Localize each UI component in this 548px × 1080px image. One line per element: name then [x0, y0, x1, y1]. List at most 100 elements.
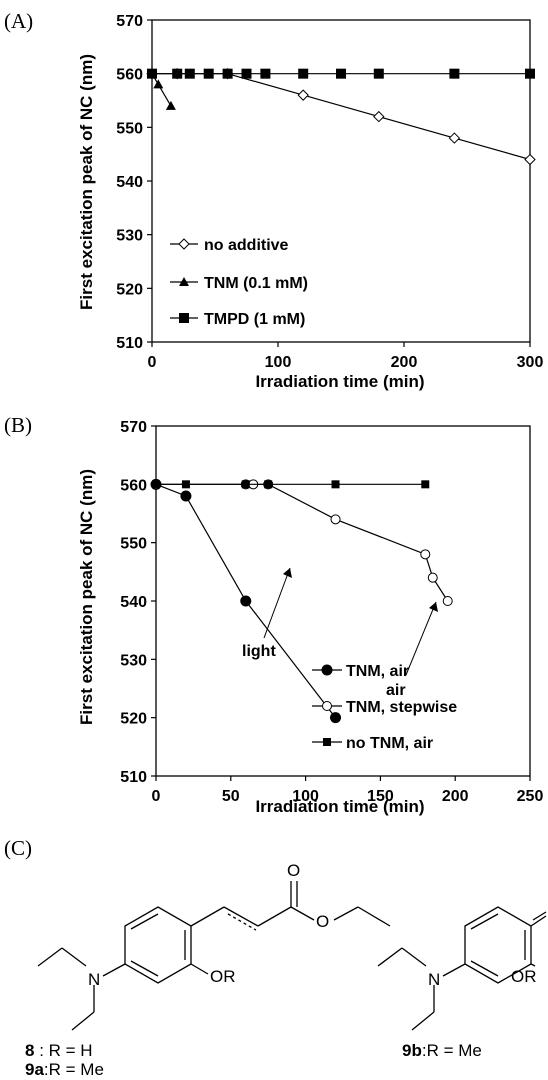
annotation-light-arrow: [263, 567, 291, 639]
ethoxy-bond-2: [357, 906, 391, 927]
legend-a: no additive TNM (0.1 mM) TMPD (1 mM): [170, 237, 308, 328]
series-group-a: [146, 67, 536, 166]
data-point-tmpd-1-mm: [525, 68, 535, 79]
data-point-tmpd-1-mm: [147, 68, 157, 79]
compound-number-9b: 9b: [402, 1041, 422, 1060]
ring-double-bond-3: [130, 960, 159, 977]
y-tick-label-a: 570: [116, 13, 143, 30]
data-point-no-tnm-air: [181, 480, 190, 489]
data-point-no-tnm-air: [264, 480, 273, 489]
x-tick-label-b: 250: [517, 788, 544, 805]
data-point-no-additive: [373, 110, 385, 123]
y-tick-label-b: 530: [120, 652, 147, 669]
data-point-tnm-stepwise: [330, 514, 341, 525]
y-axis-title-a: First excitation peak of NC (nm): [77, 54, 96, 310]
atom-or-right: OR: [511, 967, 537, 986]
y-tick-label-b: 560: [120, 477, 147, 494]
data-point-tnm-stepwise: [420, 549, 431, 560]
ring-right-double-3: [470, 960, 499, 977]
structure-8-9a: [37, 881, 391, 1031]
legend-marker-tmpd: [179, 313, 189, 323]
legend-item-no-additive: no additive: [170, 237, 289, 254]
series-line-tnm-air: [155, 483, 336, 719]
y-tick-label-b: 570: [120, 419, 147, 436]
x-tick-label-b: 0: [152, 788, 161, 805]
x-tick-label-b: 50: [222, 788, 240, 805]
data-point-no-tnm-air: [421, 480, 430, 489]
ethoxy-bond-1: [333, 906, 359, 921]
data-point-tmpd-1-mm: [184, 68, 195, 79]
y-tick-label-b: 520: [120, 711, 147, 728]
legend-marker-no-additive: [178, 238, 190, 250]
data-point-no-tnm-air: [152, 480, 160, 489]
compound-label-8: 8 : R = H: [25, 1041, 93, 1060]
chart-panel-a: (A) First excitation peak of NC (nm) Irr…: [4, 9, 543, 391]
ethyl-1b: [37, 947, 63, 967]
data-point-tnm-0-1-mm: [165, 100, 176, 110]
annotation-air-arrow: [405, 601, 437, 676]
panel-label-c: (C): [4, 836, 32, 860]
vinyl-right-1: [530, 915, 547, 927]
data-point-tmpd-1-mm: [336, 68, 346, 79]
data-point-tmpd-1-mm: [260, 68, 271, 79]
structure-9b: [377, 906, 547, 1031]
structures-panel-c: (C) O O N OR 8 : R = H 9a:: [4, 836, 547, 1079]
data-point-tmpd-1-mm: [172, 68, 183, 79]
y-tick-label-a: 520: [116, 281, 143, 298]
data-point-no-tnm-air: [241, 480, 250, 489]
ethyl-1a: [61, 947, 87, 967]
vinyl-trans-double: [227, 913, 257, 931]
data-point-tnm-0-1-mm: [153, 79, 164, 89]
legend-label-tnm: TNM (0.1 mM): [204, 275, 308, 292]
legend-item-tmpd: TMPD (1 mM): [170, 311, 305, 328]
y-tick-label-b: 550: [120, 536, 147, 553]
x-axis-title-b: Irradiation time (min): [255, 797, 424, 816]
legend-marker-tnm-air: [321, 664, 333, 676]
y-tick-label-a: 560: [116, 67, 143, 84]
plot-frame-b: [155, 425, 531, 777]
ethyl-right-1a: [401, 947, 427, 967]
atom-ester-o: O: [316, 912, 329, 931]
legend-item-no-tnm-air: no TNM, air: [312, 735, 433, 752]
vinyl-right-2: [532, 911, 547, 921]
acyl-bond: [257, 906, 292, 927]
x-tick-label-a: 200: [391, 354, 418, 371]
compound-label-9a: 9a:R = Me: [25, 1060, 104, 1079]
data-point-tmpd-1-mm: [203, 68, 214, 79]
annotations-b: light air: [242, 567, 438, 699]
y-axis-title-b: First excitation peak of NC (nm): [77, 469, 96, 725]
legend-marker-no-tnm-air: [323, 738, 331, 746]
legend-marker-tnm-stepwise: [322, 701, 332, 711]
legend-label-tmpd: TMPD (1 mM): [204, 311, 305, 328]
chart-panel-b: (B) First excitation peak of NC (nm) Irr…: [4, 413, 543, 816]
plot-area-a: 510 520 530 540 550 560 570 0 100 200 300: [116, 13, 543, 371]
x-tick-label-b: 100: [292, 788, 319, 805]
n-bond: [102, 963, 126, 977]
atom-n-left: N: [88, 970, 100, 989]
data-point-tnm-air: [240, 595, 252, 607]
annotation-light: light: [242, 643, 276, 660]
panel-label-b: (B): [4, 413, 32, 437]
series-group-b: [150, 478, 453, 724]
y-tick-label-a: 540: [116, 174, 143, 191]
data-point-tmpd-1-mm: [241, 68, 252, 79]
x-tick-label-a: 0: [148, 354, 157, 371]
annotation-air-arrowhead: [429, 602, 438, 612]
x-tick-label-a: 300: [517, 354, 544, 371]
ethyl-2b: [71, 1011, 95, 1031]
annotation-air: air: [386, 682, 406, 699]
ring-double-bond-1: [130, 913, 159, 930]
ring-right-double-1: [470, 913, 499, 930]
vinyl-bond-2: [223, 906, 259, 927]
y-tick-label-a: 550: [116, 120, 143, 137]
or-bond-right: [530, 963, 536, 967]
series-line-no-additive: [152, 73, 531, 161]
x-tick-label-b: 200: [442, 788, 469, 805]
atom-n-right: N: [428, 970, 440, 989]
data-point-tmpd-1-mm: [449, 68, 460, 79]
y-tick-label-a: 530: [116, 228, 143, 245]
data-point-no-additive: [297, 89, 309, 101]
compound-r-9b: :R = Me: [422, 1041, 482, 1060]
y-tick-label-b: 510: [120, 769, 147, 786]
atom-or-left: OR: [210, 967, 236, 986]
